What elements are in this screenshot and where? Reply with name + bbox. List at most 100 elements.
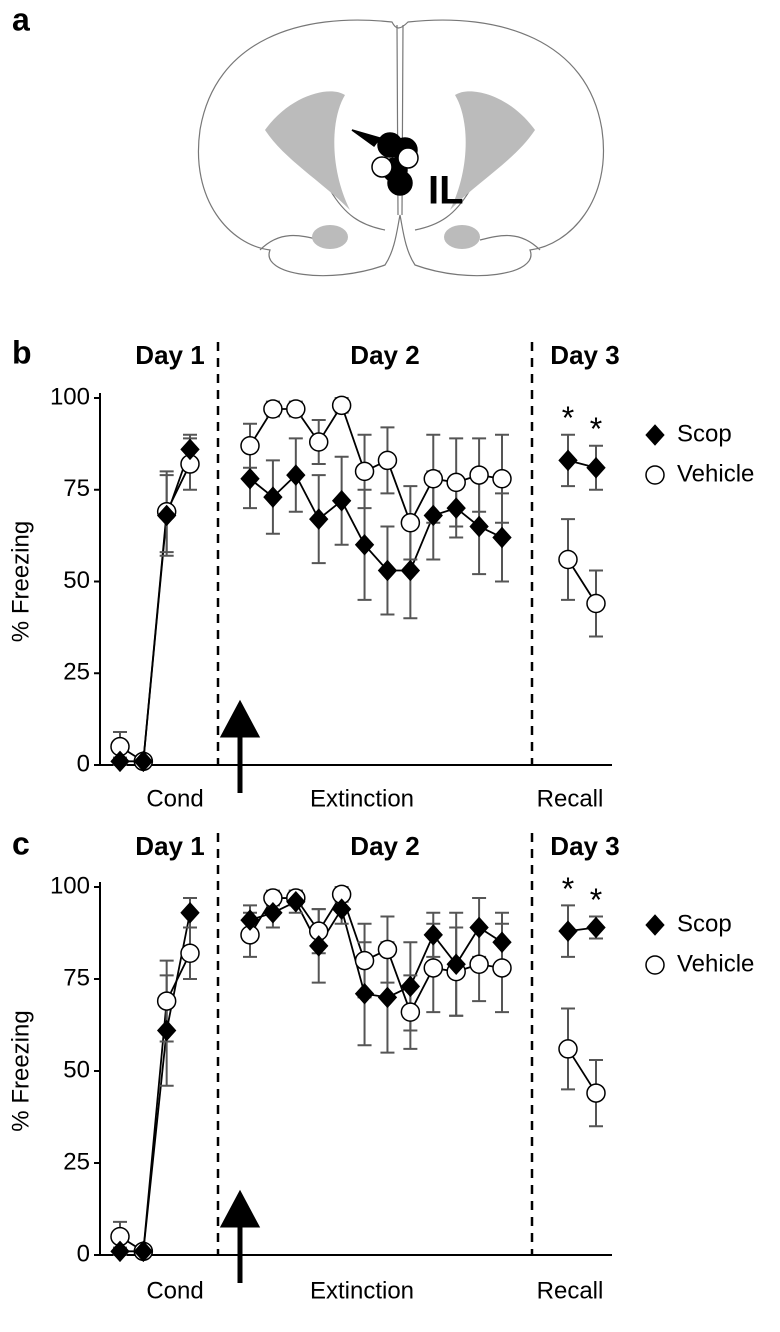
marker xyxy=(446,497,466,519)
marker xyxy=(110,750,130,773)
day-label: Day 1 xyxy=(135,340,204,370)
marker xyxy=(586,456,606,479)
marker xyxy=(331,395,352,416)
phase-label: Recall xyxy=(537,785,604,812)
day-label: Day 3 xyxy=(550,831,619,861)
marker xyxy=(446,472,466,493)
marker xyxy=(586,593,606,614)
marker xyxy=(309,508,329,530)
marker xyxy=(423,924,443,946)
marker xyxy=(400,975,421,998)
ventricle xyxy=(265,91,350,210)
phase-label: Extinction xyxy=(310,1277,414,1304)
legend-label: Vehicle xyxy=(677,950,754,977)
legend-marker xyxy=(645,955,665,975)
panel-label: c xyxy=(12,825,30,861)
series-line xyxy=(119,952,191,1253)
legend-marker xyxy=(645,424,665,446)
legend-label: Scop xyxy=(677,910,732,937)
phase-label: Extinction xyxy=(310,785,414,812)
marker xyxy=(156,991,177,1011)
marker xyxy=(558,920,578,942)
y-tick-label: 100 xyxy=(50,383,90,410)
marker xyxy=(446,953,466,976)
series-line xyxy=(120,912,191,1253)
marker xyxy=(423,504,443,527)
marker xyxy=(354,534,375,556)
marker xyxy=(586,1083,606,1103)
marker xyxy=(263,902,283,924)
marker xyxy=(492,526,512,549)
marker xyxy=(309,935,329,957)
phase-label: Cond xyxy=(146,1277,203,1304)
marker xyxy=(377,939,398,960)
marker xyxy=(400,513,421,533)
y-tick-label: 0 xyxy=(77,750,90,777)
marker xyxy=(400,559,421,582)
marker xyxy=(180,438,200,461)
y-tick-label: 50 xyxy=(63,1056,90,1083)
marker xyxy=(133,750,154,773)
marker xyxy=(263,486,283,508)
panel-label: a xyxy=(12,1,30,37)
marker xyxy=(308,432,329,452)
region-label: IL xyxy=(428,169,464,213)
marker xyxy=(377,450,398,471)
marker xyxy=(180,902,200,924)
legend-marker xyxy=(645,465,665,485)
marker xyxy=(423,468,444,489)
marker xyxy=(156,1019,177,1042)
series-line xyxy=(249,403,503,526)
marker xyxy=(240,435,260,456)
infusion-arrow xyxy=(219,699,261,793)
significance-mark: * xyxy=(562,871,574,907)
marker xyxy=(240,909,260,931)
marker xyxy=(156,504,177,527)
y-tick-label: 50 xyxy=(63,567,90,594)
phase-label: Cond xyxy=(146,785,203,812)
y-axis-label: % Freezing xyxy=(7,521,34,642)
marker xyxy=(586,916,606,939)
significance-mark: * xyxy=(562,400,574,436)
series-line xyxy=(249,900,503,999)
marker xyxy=(558,449,578,472)
series-line xyxy=(120,449,191,763)
ventricle xyxy=(450,91,535,210)
structure xyxy=(312,225,348,249)
day-label: Day 2 xyxy=(350,340,419,370)
marker xyxy=(240,467,260,490)
marker xyxy=(354,950,375,971)
y-tick-label: 0 xyxy=(77,1240,90,1267)
marker xyxy=(469,916,489,939)
y-tick-label: 75 xyxy=(63,475,90,502)
marker xyxy=(469,465,489,485)
y-tick-label: 75 xyxy=(63,964,90,991)
panel-label: b xyxy=(12,334,32,370)
day-label: Day 3 xyxy=(550,340,619,370)
marker xyxy=(469,954,489,975)
day-label: Day 1 xyxy=(135,831,204,861)
marker xyxy=(492,468,512,489)
y-tick-label: 100 xyxy=(50,872,90,899)
marker xyxy=(423,958,444,978)
marker xyxy=(180,943,200,963)
phase-label: Recall xyxy=(537,1277,604,1304)
marker xyxy=(469,515,489,538)
y-tick-label: 25 xyxy=(63,659,90,686)
marker xyxy=(286,464,306,486)
marker xyxy=(286,890,306,913)
marker xyxy=(110,1240,130,1263)
marker xyxy=(558,549,578,570)
legend-marker xyxy=(645,914,665,936)
marker xyxy=(400,1002,421,1022)
day-label: Day 2 xyxy=(350,831,419,861)
structure xyxy=(444,225,480,249)
marker xyxy=(331,898,352,920)
marker xyxy=(133,1240,154,1263)
y-tick-label: 25 xyxy=(63,1148,90,1175)
marker xyxy=(492,931,512,953)
y-axis-label: % Freezing xyxy=(7,1010,34,1131)
marker xyxy=(354,982,375,1005)
marker xyxy=(331,490,352,512)
series-line xyxy=(249,892,503,1015)
